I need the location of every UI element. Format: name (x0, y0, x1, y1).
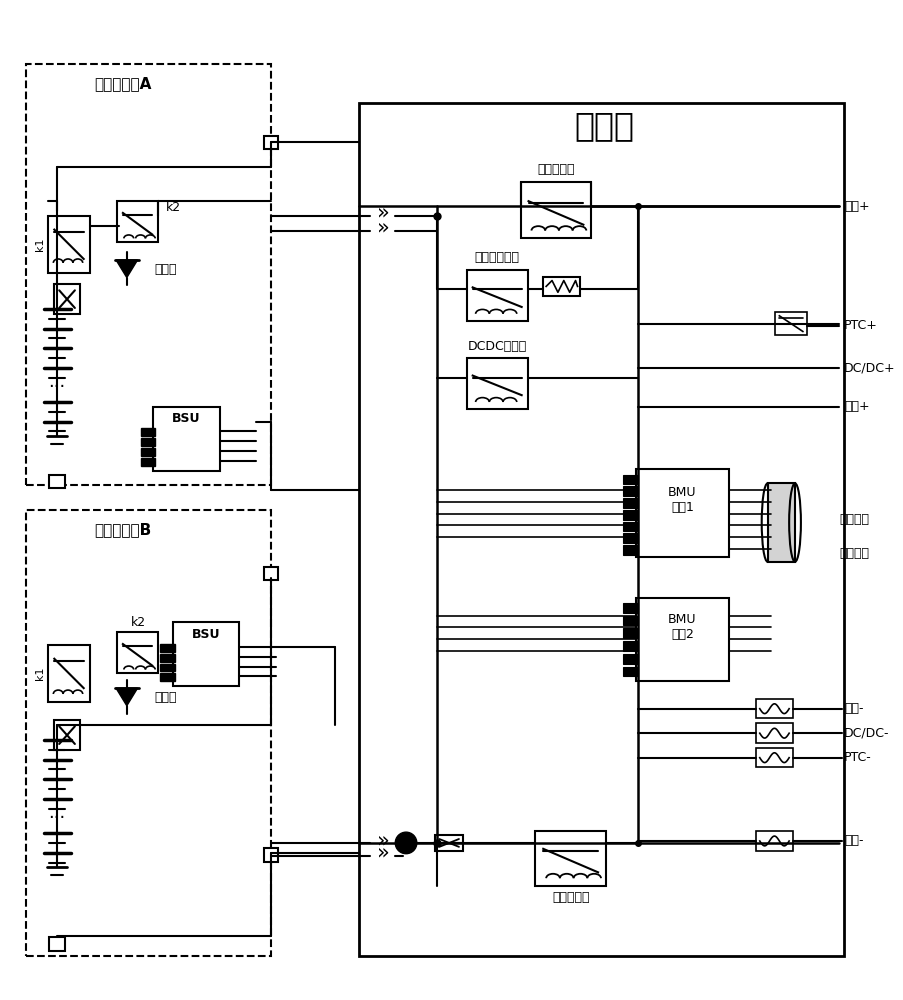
Bar (622, 533, 638, 543)
Bar (755, 699, 792, 718)
Bar (636, 598, 729, 681)
Text: BMU
主控2: BMU 主控2 (667, 613, 696, 641)
Text: k2: k2 (166, 201, 181, 214)
Bar (172, 622, 239, 686)
Bar (264, 136, 277, 149)
Bar (622, 654, 638, 664)
Text: DC/DC-: DC/DC- (843, 727, 889, 740)
Text: »: » (377, 203, 389, 223)
Bar (140, 448, 155, 456)
Text: 慢充+: 慢充+ (843, 400, 869, 413)
Bar (622, 486, 638, 496)
Bar (140, 438, 155, 446)
Bar (622, 545, 638, 555)
Bar (49, 645, 89, 702)
Text: PTC-: PTC- (843, 751, 870, 764)
Text: PTC+: PTC+ (843, 319, 877, 332)
Bar (140, 428, 155, 436)
Bar (154, 407, 219, 471)
Text: k1: k1 (34, 667, 44, 680)
Text: 电机+: 电机+ (843, 200, 869, 213)
Bar (50, 475, 65, 488)
Bar (622, 498, 638, 508)
Bar (767, 483, 794, 562)
Polygon shape (116, 260, 137, 278)
Text: BMU
主控1: BMU 主控1 (667, 486, 696, 514)
Bar (543, 277, 580, 296)
Bar (755, 723, 792, 743)
Bar (264, 848, 277, 862)
Text: 电源通讯: 电源通讯 (838, 547, 868, 560)
Bar (520, 182, 591, 238)
Bar (26, 64, 271, 485)
Bar (160, 673, 174, 681)
Bar (49, 216, 89, 273)
Bar (535, 831, 605, 886)
Bar (160, 644, 174, 652)
Circle shape (395, 832, 416, 854)
Text: k1: k1 (34, 238, 44, 251)
Bar (622, 603, 638, 613)
Bar (755, 831, 792, 851)
Bar (54, 720, 79, 750)
Bar (622, 510, 638, 520)
Bar (636, 469, 729, 557)
Text: 慢充-: 慢充- (843, 702, 862, 715)
Polygon shape (116, 688, 137, 706)
Text: 电机-: 电机- (843, 834, 862, 847)
Bar (358, 103, 843, 956)
Text: »: » (377, 843, 389, 863)
Text: 预充电继电器: 预充电继电器 (474, 251, 519, 264)
Text: ···: ··· (49, 809, 66, 827)
Bar (622, 628, 638, 638)
Bar (622, 667, 638, 676)
Text: 高压箱: 高压箱 (573, 109, 633, 142)
Text: DC/DC+: DC/DC+ (843, 361, 895, 374)
Text: BSU: BSU (191, 628, 220, 641)
Text: 充电通讯: 充电通讯 (838, 513, 868, 526)
Bar (622, 522, 638, 531)
Bar (755, 748, 792, 767)
Bar (622, 641, 638, 651)
Text: 总正继电器: 总正继电器 (536, 163, 574, 176)
Bar (140, 458, 155, 466)
Bar (466, 270, 527, 321)
Text: 电池子系统A: 电池子系统A (95, 76, 152, 91)
Bar (264, 567, 277, 580)
Bar (26, 510, 271, 956)
Bar (116, 632, 158, 673)
Bar (160, 654, 174, 662)
Bar (622, 475, 638, 484)
Bar (50, 937, 65, 951)
Text: DCDC继电器: DCDC继电器 (467, 340, 526, 353)
Bar (54, 284, 79, 314)
Text: 电池子系统B: 电池子系统B (95, 522, 152, 537)
Bar (116, 201, 158, 242)
Bar (622, 616, 638, 625)
Bar (775, 312, 805, 335)
Text: BSU: BSU (172, 412, 200, 425)
Bar (466, 358, 527, 409)
Text: 二极管: 二极管 (154, 691, 177, 704)
Text: k2: k2 (131, 616, 146, 629)
Text: 二极管: 二极管 (154, 263, 177, 276)
Bar (435, 835, 462, 851)
Bar (160, 664, 174, 671)
Text: ···: ··· (49, 378, 66, 396)
Text: 总负继电器: 总负继电器 (552, 891, 589, 904)
Text: »: » (377, 218, 389, 238)
Text: »: » (377, 830, 389, 850)
